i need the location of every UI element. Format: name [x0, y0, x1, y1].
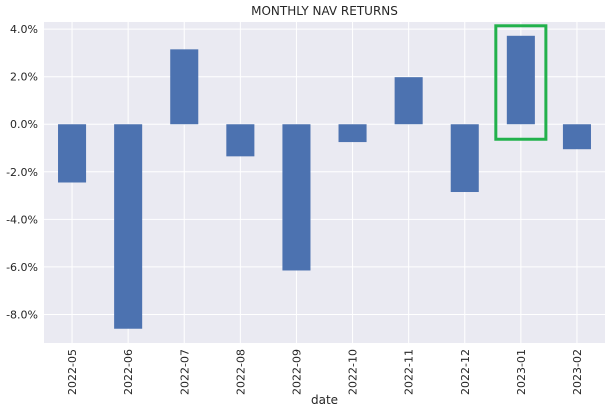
- highlight-box: [494, 24, 548, 141]
- x-tick-label: 2022-11: [403, 349, 416, 395]
- y-tick-label: -2.0%: [6, 166, 38, 179]
- bar-2022-11: [394, 77, 423, 125]
- x-tick-label: 2022-07: [178, 349, 191, 395]
- bar-2022-08: [226, 124, 255, 157]
- bar-2023-02: [562, 124, 591, 150]
- x-tick-label: 2022-06: [122, 349, 135, 395]
- bar-2022-05: [58, 124, 87, 183]
- x-tick-label: 2022-08: [234, 349, 247, 395]
- bar-2022-10: [338, 124, 367, 143]
- x-tick-label: 2023-02: [571, 349, 584, 395]
- y-tick-label: -6.0%: [6, 261, 38, 274]
- x-tick-label: 2023-01: [515, 349, 528, 395]
- y-tick-label: -4.0%: [6, 213, 38, 226]
- y-tick-label: 0.0%: [10, 118, 38, 131]
- highlight-layer: [494, 24, 548, 141]
- x-axis-ticks: 2022-05 2022-06 2022-07 2022-08 2022-09 2022-…: [66, 349, 584, 395]
- y-tick-label: -8.0%: [6, 308, 38, 321]
- bar-2022-12: [450, 124, 479, 193]
- y-axis-ticks: 4.0% 2.0% 0.0% -2.0% -4.0% -6.0% -8.0%: [6, 23, 38, 321]
- bar-2022-07: [170, 49, 199, 125]
- x-tick-label: 2022-09: [290, 349, 303, 395]
- chart-title: MONTHLY NAV RETURNS: [251, 4, 398, 18]
- bars-layer: [58, 35, 591, 329]
- x-tick-label: 2022-12: [459, 349, 472, 395]
- x-tick-label: 2022-05: [66, 349, 79, 395]
- bar-2022-06: [114, 124, 143, 329]
- x-tick-label: 2022-10: [347, 349, 360, 395]
- y-tick-label: 4.0%: [10, 23, 38, 36]
- x-axis-label: date: [311, 393, 338, 407]
- bar-2023-01: [506, 35, 535, 125]
- y-tick-label: 2.0%: [10, 71, 38, 84]
- bar-2022-09: [282, 124, 311, 271]
